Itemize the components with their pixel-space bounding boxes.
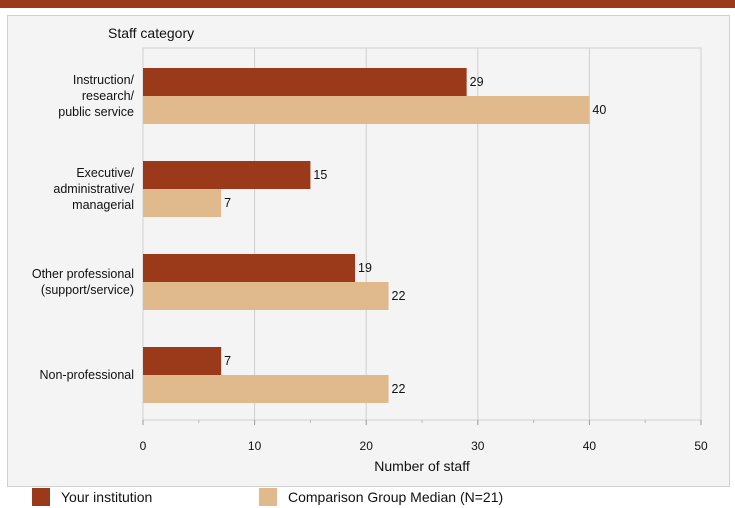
bar-value-label: 22 xyxy=(392,382,406,396)
staff-bar-chart: Staff category Number of staff 0 10 20 30 40… xyxy=(32,25,708,474)
bar-value-label: 7 xyxy=(224,354,231,368)
x-axis-label: Number of staff xyxy=(374,458,470,474)
category-label-line: managerial xyxy=(72,198,134,212)
legend: Your institution Comparison Group Median… xyxy=(0,486,735,508)
category-label-line: Executive/ xyxy=(76,166,134,180)
bar-value-label: 19 xyxy=(358,261,372,275)
category-label-line: Non-professional xyxy=(40,368,135,382)
bar-your-institution xyxy=(143,161,311,189)
bar-your-institution xyxy=(143,347,222,375)
bar-value-label: 7 xyxy=(224,196,231,210)
bar-comparison-median xyxy=(143,96,590,124)
bar-your-institution xyxy=(143,254,356,282)
x-tick-label: 0 xyxy=(140,439,147,453)
legend-label-comparison-median: Comparison Group Median (N=21) xyxy=(288,489,504,505)
category-label: Instruction/research/public service xyxy=(58,73,134,119)
legend-swatch-your-institution xyxy=(32,488,50,506)
bar-comparison-median xyxy=(143,375,389,403)
legend-item-your-institution: Your institution xyxy=(32,486,152,508)
x-tick-label: 40 xyxy=(583,439,597,453)
category-label: Non-professional xyxy=(40,368,135,382)
legend-swatch-comparison-median xyxy=(259,488,277,506)
top-accent-bar xyxy=(0,0,735,8)
legend-item-comparison-median: Comparison Group Median (N=21) xyxy=(259,486,503,508)
bar-value-label: 40 xyxy=(592,103,606,117)
category-label-line: Instruction/ xyxy=(73,73,135,87)
bars xyxy=(143,68,590,403)
bar-comparison-median xyxy=(143,282,389,310)
x-tick-label: 20 xyxy=(360,439,374,453)
category-label-line: administrative/ xyxy=(53,182,134,196)
bar-comparison-median xyxy=(143,189,222,217)
category-label: Executive/administrative/managerial xyxy=(53,166,134,212)
bar-value-label: 29 xyxy=(470,75,484,89)
x-tick-label: 30 xyxy=(471,439,485,453)
x-tick-label: 50 xyxy=(694,439,708,453)
x-tick-label: 10 xyxy=(248,439,262,453)
category-label: Other professional (support/service) xyxy=(32,267,134,297)
category-label-line: (support/service) xyxy=(41,283,134,297)
bar-your-institution xyxy=(143,68,467,96)
bar-value-label: 22 xyxy=(392,289,406,303)
bar-value-label: 15 xyxy=(313,168,327,182)
category-label-line: research/ xyxy=(82,89,135,103)
category-label-line: public service xyxy=(58,105,134,119)
legend-label-your-institution: Your institution xyxy=(61,489,153,505)
chart-title: Staff category xyxy=(108,25,194,41)
category-label-line: Other professional xyxy=(32,267,134,281)
labels: 0 10 20 30 40 50 Instruction/research/public s… xyxy=(32,73,708,453)
